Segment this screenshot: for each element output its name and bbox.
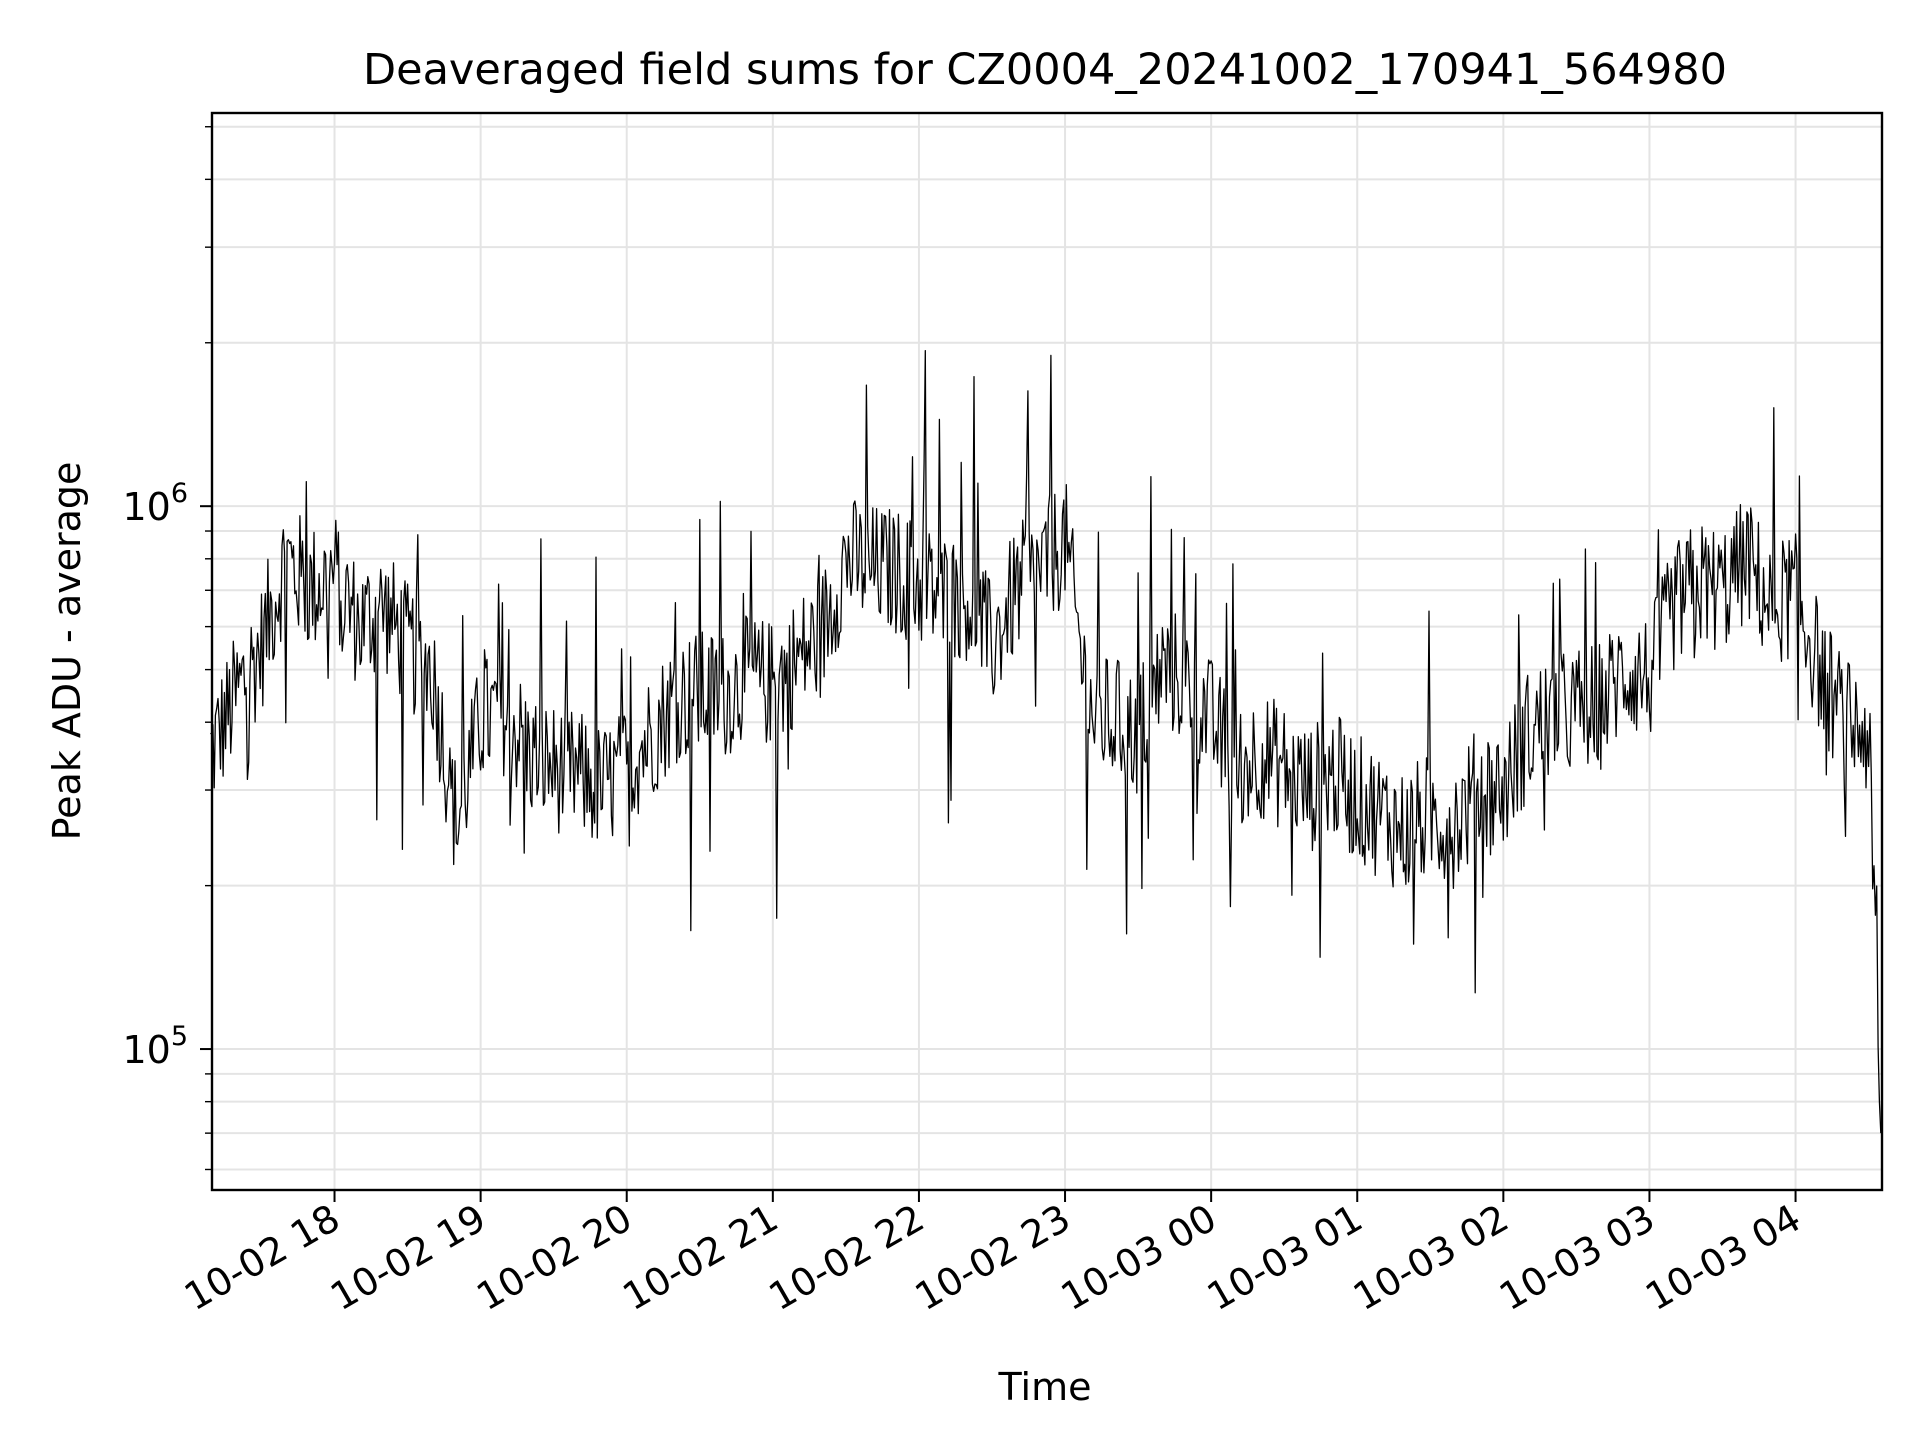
y-axis-ticks: 105 106 [122, 126, 212, 1171]
plot-frame [210, 111, 1884, 1192]
series-line [210, 349, 1882, 1134]
x-axis-label: Time [998, 1365, 1092, 1409]
y-tick-label: 106 [122, 478, 188, 529]
y-axis-label: Peak ADU - average [45, 462, 89, 841]
y-tick-label: 105 [122, 1021, 188, 1072]
chart-title: Deaveraged field sums for CZ0004_2024100… [363, 45, 1727, 95]
series-layer [210, 349, 1882, 1134]
